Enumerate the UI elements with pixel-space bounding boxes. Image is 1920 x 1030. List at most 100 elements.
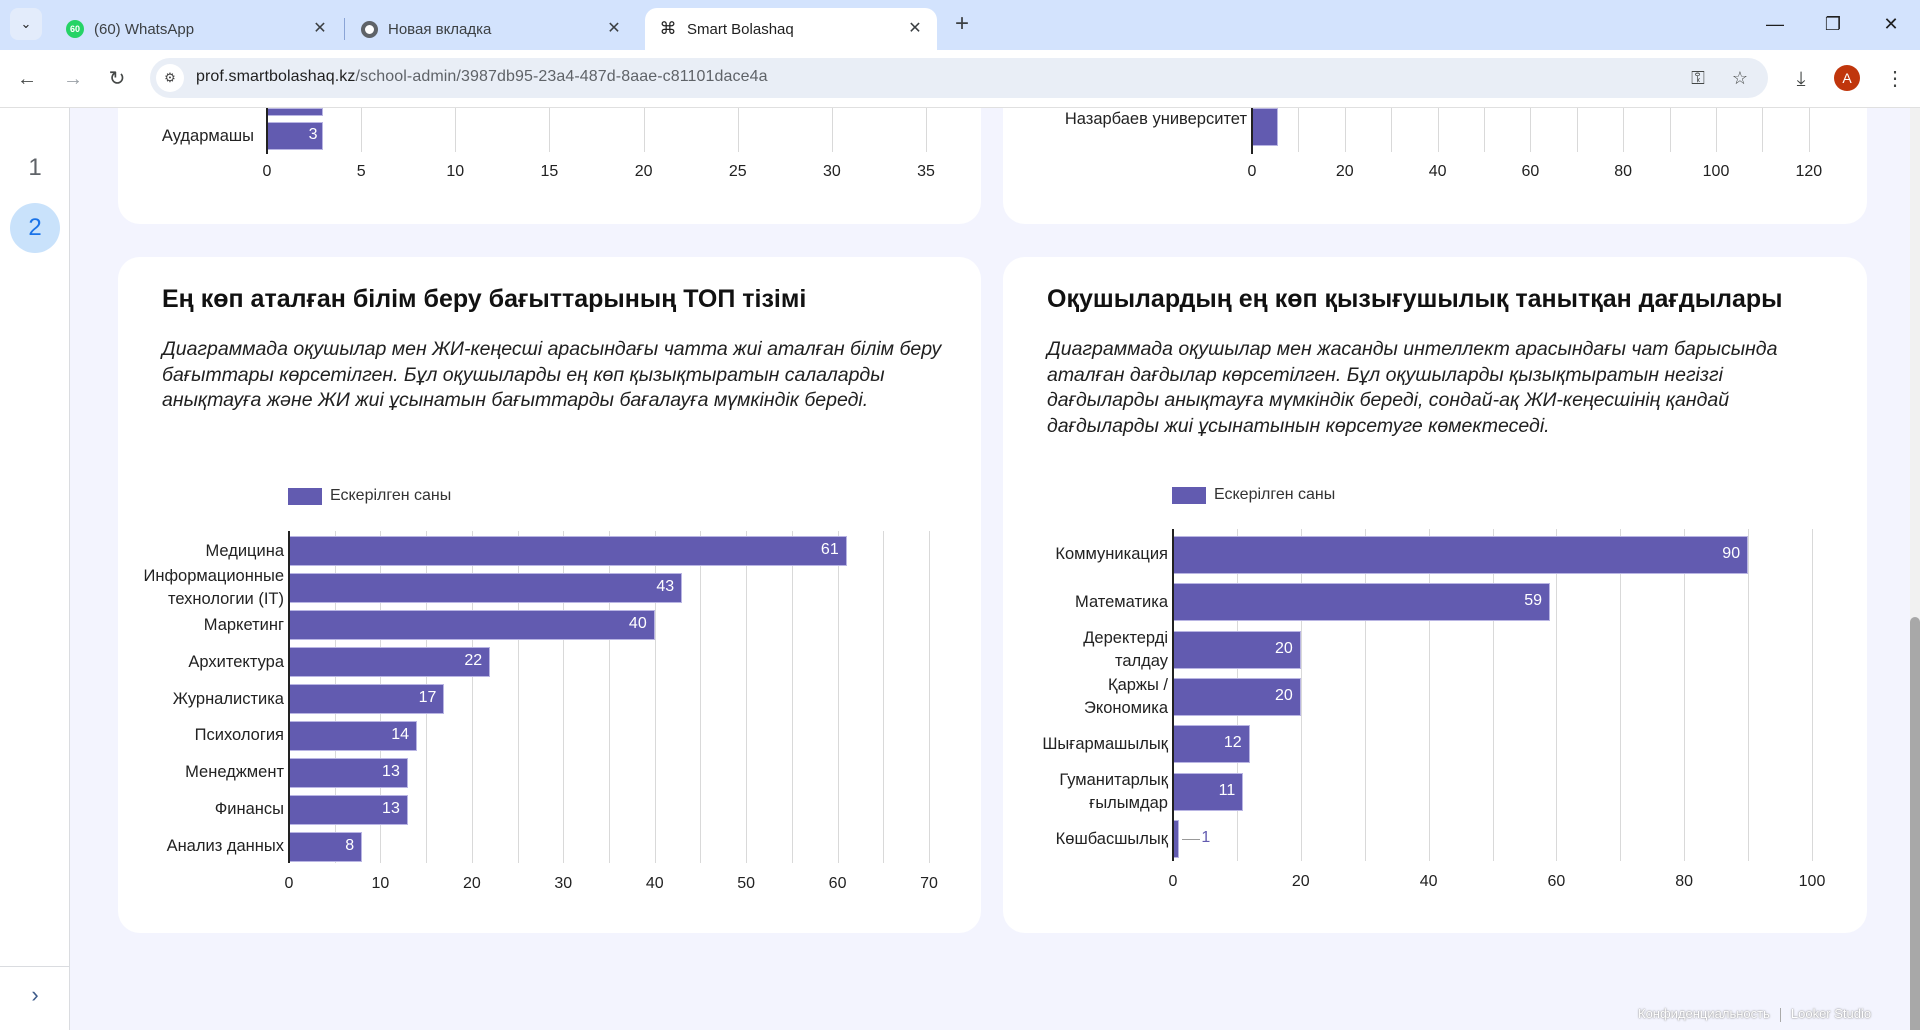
- category-label-line: Маркетинг: [203, 615, 284, 634]
- reload-button[interactable]: ↻: [108, 68, 126, 90]
- bar-value-label: 22: [464, 652, 483, 670]
- category-label: Менеджмент: [64, 761, 284, 784]
- gridline: [1391, 108, 1393, 152]
- x-tick-label: 40: [1419, 873, 1438, 890]
- card-description: Диаграммада оқушылар мен жасанды интелле…: [1047, 338, 1778, 437]
- page-2-button[interactable]: 2: [10, 203, 60, 253]
- download-icon[interactable]: ⤓: [1796, 68, 1806, 90]
- chevron-down-icon: ⌄: [20, 16, 32, 31]
- privacy-link[interactable]: Конфиденциальность: [1638, 1006, 1770, 1021]
- bar: [289, 757, 408, 788]
- star-icon[interactable]: ☆: [1731, 68, 1749, 88]
- close-tab-icon[interactable]: ✕: [607, 20, 621, 37]
- close-tab-icon[interactable]: ✕: [313, 20, 327, 37]
- gridline: [1484, 108, 1485, 152]
- tab-whatsapp[interactable]: 60 (60) WhatsApp ✕: [52, 8, 342, 50]
- site-info-icon[interactable]: ⚙: [156, 64, 184, 92]
- x-tick-label: 20: [1291, 873, 1310, 890]
- gridline: [1716, 108, 1717, 152]
- category-label-line: Журналистика: [172, 689, 284, 708]
- bar-value-label: 12: [1223, 734, 1242, 752]
- url-text[interactable]: prof.smartbolashaq.kz/school-admin/3987d…: [196, 68, 768, 86]
- gridline: [1300, 529, 1302, 861]
- bar: [1173, 583, 1550, 622]
- category-label: Архитектура: [64, 651, 284, 674]
- category-label-line: Информационные: [143, 567, 284, 586]
- tab-search-button[interactable]: ⌄: [10, 8, 42, 40]
- looker-studio-link[interactable]: Looker Studio: [1790, 1006, 1872, 1021]
- chart-legend: Ескерілген саны: [1172, 486, 1335, 504]
- close-tab-icon[interactable]: ✕: [908, 20, 922, 37]
- x-tick-label: 0: [1247, 163, 1257, 180]
- scrollbar-track[interactable]: [1910, 108, 1920, 1030]
- bar: [267, 108, 324, 116]
- gridline: [1344, 108, 1346, 152]
- browser-toolbar: ← → ↻ ⚙ prof.smartbolashaq.kz/school-adm…: [0, 50, 1920, 108]
- category-label-line: Шығармашылық: [1042, 734, 1168, 753]
- forward-button[interactable]: →: [63, 68, 83, 90]
- category-label: Маркетинг: [64, 614, 284, 637]
- tab-new-tab[interactable]: Новая вкладка ✕: [346, 8, 636, 50]
- category-label-line: Коммуникация: [1055, 545, 1168, 564]
- category-label: Математика: [948, 591, 1168, 614]
- url-host: prof.smartbolashaq.kz: [196, 68, 356, 85]
- x-tick-label: 100: [1702, 163, 1730, 180]
- bar-value-label: 90: [1722, 544, 1741, 562]
- x-tick-label: 5: [356, 163, 366, 180]
- category-label: Коммуникация: [948, 543, 1168, 566]
- gridline: [1556, 529, 1558, 861]
- category-label: Журналистика: [64, 688, 284, 711]
- bar: [289, 684, 445, 715]
- avatar[interactable]: A: [1834, 65, 1860, 91]
- gridline: [737, 108, 739, 152]
- y-axis-line: [266, 108, 268, 154]
- chart-legend: Ескерілген саны: [288, 487, 451, 505]
- menu-icon[interactable]: ⋮: [1885, 68, 1905, 90]
- tab-smart-bolashaq[interactable]: ⌘ Smart Bolashaq ✕: [645, 8, 937, 50]
- sidebar-divider: [0, 966, 70, 967]
- restore-button[interactable]: ❐: [1824, 14, 1842, 34]
- category-label-line: технологии (IT): [167, 590, 284, 609]
- category-label-line: Гуманитарлық: [1059, 770, 1168, 789]
- new-tab-button[interactable]: +: [954, 10, 969, 37]
- category-label-line: талдау: [1114, 651, 1168, 670]
- card-description: Диаграммада оқушылар мен ЖИ-кеңесші арас…: [162, 338, 942, 411]
- gridline: [361, 108, 363, 152]
- y-axis-line: [1172, 529, 1174, 861]
- minimize-button[interactable]: —: [1766, 14, 1784, 34]
- back-button[interactable]: ←: [17, 68, 37, 90]
- bar-value-label: 43: [656, 578, 675, 596]
- chevron-right-icon[interactable]: ›: [31, 982, 39, 1007]
- address-bar[interactable]: ⚙ prof.smartbolashaq.kz/school-admin/398…: [150, 58, 1768, 98]
- gridline: [455, 108, 457, 152]
- x-tick-label: 40: [645, 875, 664, 892]
- x-tick-label: 120: [1795, 163, 1823, 180]
- whatsapp-icon: 60: [66, 20, 84, 38]
- footer-divider: [1779, 1007, 1781, 1022]
- scrollbar-thumb[interactable]: [1910, 617, 1920, 1030]
- x-tick-label: 10: [371, 875, 390, 892]
- x-tick-label: 50: [737, 875, 756, 892]
- category-label: Шығармашылық: [948, 733, 1168, 756]
- bar-value-label: 17: [418, 689, 437, 707]
- legend-label: Ескерілген саны: [330, 487, 452, 504]
- bar: [1252, 108, 1278, 146]
- category-label: Гуманитарлық ғылымдар: [948, 769, 1168, 815]
- page-1-button[interactable]: 1: [28, 154, 42, 181]
- category-label-line: ғылымдар: [1089, 793, 1168, 812]
- category-label-line: Финансы: [214, 800, 284, 819]
- category-label: Медицина: [64, 540, 284, 563]
- gridline: [831, 108, 833, 152]
- close-window-button[interactable]: ✕: [1883, 14, 1899, 34]
- command-icon: ⌘: [659, 19, 677, 38]
- card-top-left: 3 Аудармашы 0 5 10 15 20 25 30 35: [118, 108, 981, 224]
- key-icon[interactable]: ⚿: [1691, 68, 1705, 88]
- bar-value-label: 8: [345, 836, 355, 854]
- chrome-icon: [360, 20, 378, 38]
- category-label: Психология: [64, 724, 284, 747]
- x-tick-label: 60: [1547, 873, 1566, 890]
- category-label: Деректерді талдау: [948, 627, 1168, 673]
- x-tick-label: 0: [284, 875, 294, 892]
- bar-value-label: 13: [382, 799, 400, 817]
- bar: [289, 720, 417, 751]
